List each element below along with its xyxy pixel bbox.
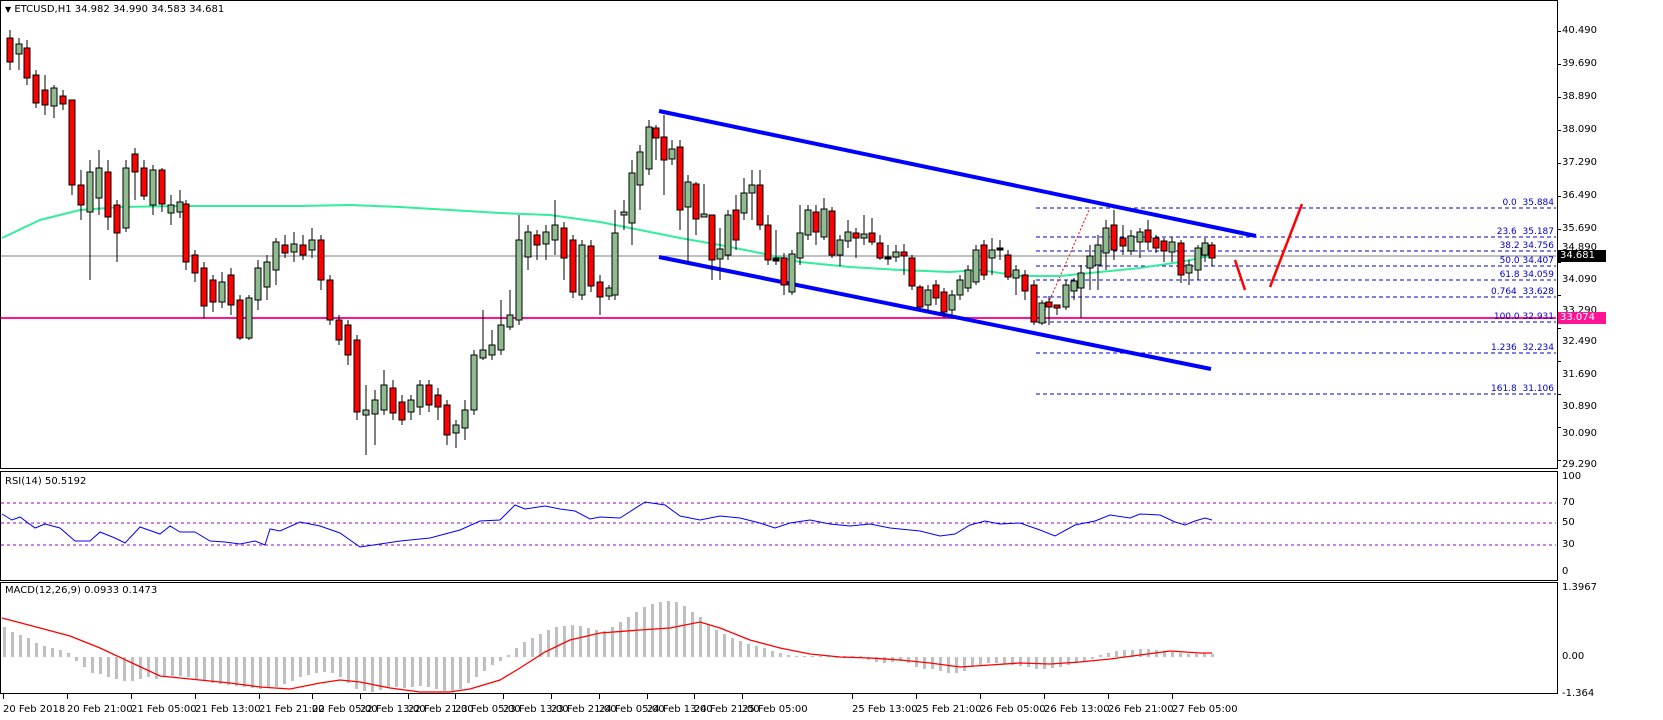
price-tick: 30.890 <box>1562 401 1597 412</box>
price-tick: 38.890 <box>1562 91 1597 102</box>
fib-level-123-6: 1.236 32.234 <box>1491 343 1554 353</box>
price-tick: 29.290 <box>1562 459 1597 470</box>
time-label: 23 Feb 05:00 <box>455 704 521 715</box>
time-label: 24 Feb 21:00 <box>694 704 760 715</box>
symbol-ohlc-text: ETCUSD,H1 34.982 34.990 34.583 34.681 <box>14 4 225 15</box>
time-label: 20 Feb 2018 <box>3 704 66 715</box>
time-label: 26 Feb 05:00 <box>980 704 1046 715</box>
time-label: 21 Feb 13:00 <box>195 704 261 715</box>
price-tick: 38.090 <box>1562 124 1597 135</box>
fib-level-76-4: 0.764 33.628 <box>1491 287 1554 297</box>
time-label: 20 Feb 21:00 <box>67 704 133 715</box>
macd-title: MACD(12,26,9) 0.0933 0.1473 <box>5 585 158 596</box>
macd-histogram <box>3 601 1214 692</box>
macd-tick: 1.3967 <box>1562 582 1597 593</box>
time-label: 25 Feb 13:00 <box>852 704 918 715</box>
rsi-tick: 70 <box>1562 497 1575 508</box>
macd-pane[interactable]: MACD(12,26,9) 0.0933 0.1473 <box>0 582 1558 694</box>
macd-tick: -1.364 <box>1562 688 1595 699</box>
rsi-tick: 0 <box>1562 566 1569 577</box>
price-tick: 36.490 <box>1562 190 1597 201</box>
current-price-tag: 34.681 <box>1558 250 1606 262</box>
price-tick: 40.490 <box>1562 25 1597 36</box>
time-label: 24 Feb 13:00 <box>647 704 713 715</box>
time-label: 21 Feb 21:00 <box>259 704 325 715</box>
time-label: 25 Feb 21:00 <box>916 704 982 715</box>
time-label: 22 Feb 21:00 <box>408 704 474 715</box>
price-tick: 33.290 <box>1562 305 1597 316</box>
time-label: 25 Feb 05:00 <box>742 704 808 715</box>
time-label: 26 Feb 21:00 <box>1108 704 1174 715</box>
collapse-triangle-icon[interactable]: ▼ <box>5 5 12 14</box>
price-tick: 37.290 <box>1562 157 1597 168</box>
price-tick: 31.690 <box>1562 369 1597 380</box>
price-tick: 39.690 <box>1562 58 1597 69</box>
price-tick: 35.690 <box>1562 223 1597 234</box>
rsi-tick: 50 <box>1562 517 1575 528</box>
rsi-pane[interactable]: RSI(14) 50.5192 <box>0 471 1558 581</box>
fib-level-161-8: 161.8 31.106 <box>1491 384 1554 394</box>
rsi-tick: 30 <box>1562 539 1575 550</box>
macd-tick: 0.00 <box>1562 651 1585 662</box>
symbol-header: ▼ ETCUSD,H1 34.982 34.990 34.583 34.681 <box>5 4 224 15</box>
rsi-title: RSI(14) 50.5192 <box>5 476 87 487</box>
time-label: 22 Feb 05:00 <box>312 704 378 715</box>
rsi-tick: 100 <box>1562 471 1582 482</box>
price-tick: 34.090 <box>1562 274 1597 285</box>
candlesticks <box>6 30 1216 455</box>
time-label: 23 Feb 21:00 <box>551 704 617 715</box>
time-label: 27 Feb 05:00 <box>1172 704 1238 715</box>
fib-level-23-6: 23.6 35.187 <box>1496 227 1554 237</box>
fib-level-61-8: 61.8 34.059 <box>1499 270 1554 280</box>
price-chart-pane[interactable]: ▼ ETCUSD,H1 34.982 34.990 34.583 34.681 <box>0 0 1558 469</box>
time-label: 23 Feb 13:00 <box>503 704 569 715</box>
fib-level-38-2: 38.2 34.756 <box>1499 241 1554 251</box>
price-tick: 32.490 <box>1562 336 1597 347</box>
time-label: 26 Feb 13:00 <box>1044 704 1110 715</box>
support-price-tag: 33.074 <box>1558 312 1606 324</box>
price-tick: 30.090 <box>1562 428 1597 439</box>
price-tick: 34.890 <box>1562 242 1597 253</box>
time-label: 24 Feb 05:00 <box>599 704 665 715</box>
fib-level-0: 0.0 35.884 <box>1502 198 1554 208</box>
fib-level-50: 50.0 34.407 <box>1499 256 1554 266</box>
fib-level-100: 100.0 32.931 <box>1493 312 1554 322</box>
time-label: 21 Feb 05:00 <box>131 704 197 715</box>
rsi-levels <box>1 502 1556 546</box>
time-label: 22 Feb 13:00 <box>360 704 426 715</box>
